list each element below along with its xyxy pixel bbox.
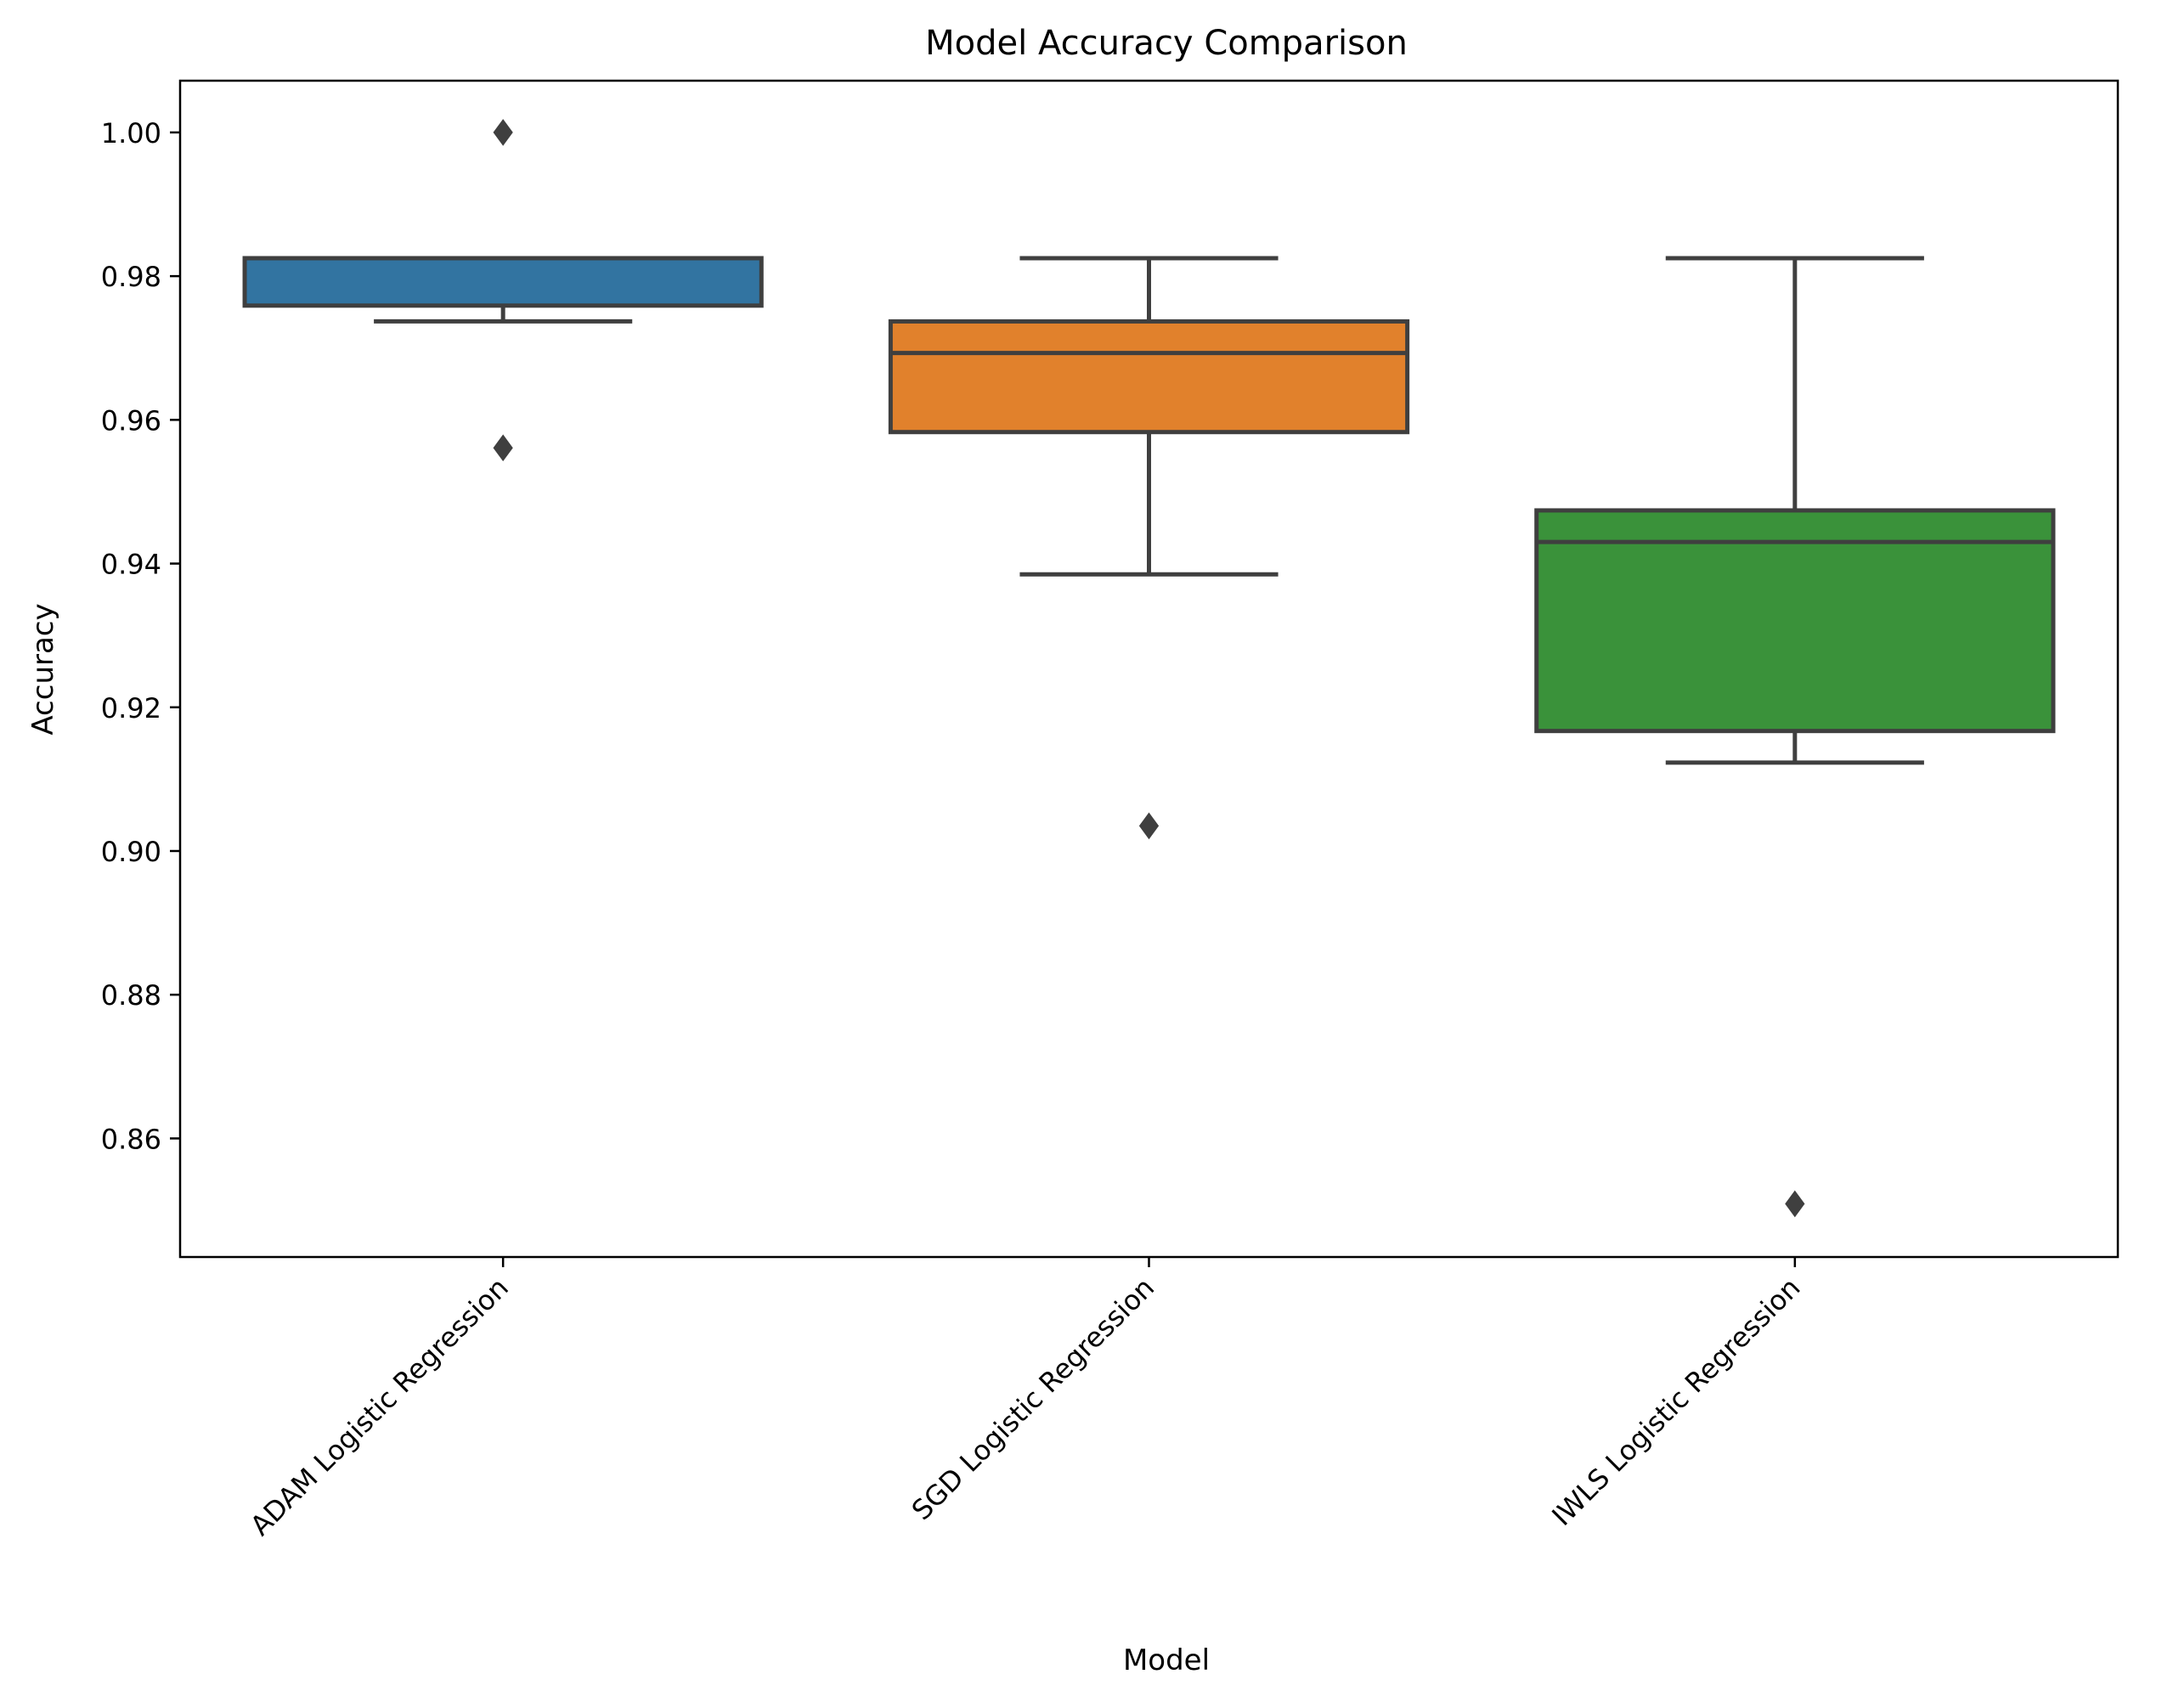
adam-box (242, 256, 764, 308)
y-tick-label: 0.86 (101, 1123, 161, 1155)
y-tick-label: 0.90 (101, 836, 161, 868)
y-tick-label: 1.00 (101, 117, 161, 149)
y-tick-label: 0.92 (101, 692, 161, 724)
y-axis-label: Accuracy (26, 603, 60, 735)
y-tick-label: 0.94 (101, 549, 161, 581)
adam-outlier-2 (493, 434, 513, 462)
sgd-box (888, 318, 1410, 435)
x-axis-label: Model (1123, 1643, 1210, 1677)
y-tick-label: 0.96 (101, 404, 161, 437)
y-tick-label: 0.88 (101, 979, 161, 1012)
sgd-outlier-1 (1138, 812, 1160, 840)
y-tick-label: 0.98 (101, 261, 161, 293)
chart-title: Model Accuracy Comparison (925, 24, 1408, 63)
iwls-box (1534, 508, 2056, 734)
adam-outlier-1 (493, 119, 513, 146)
iwls-outlier-1 (1785, 1190, 1805, 1218)
